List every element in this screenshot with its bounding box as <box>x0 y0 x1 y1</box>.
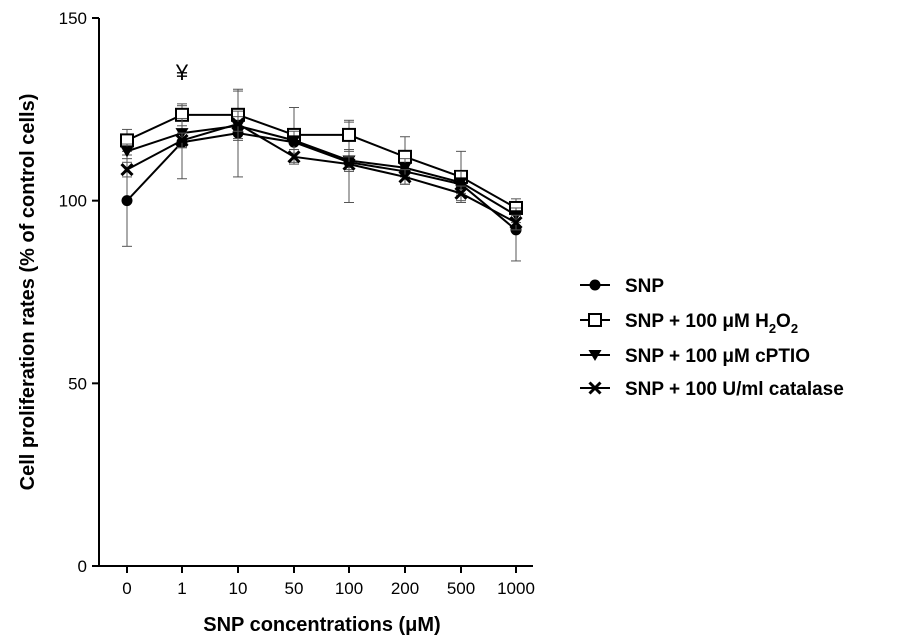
data-point <box>454 186 468 200</box>
x-tick-label: 1 <box>177 579 186 598</box>
legend-marker <box>580 313 610 327</box>
data-point <box>342 127 356 142</box>
marker-stroke <box>398 170 412 184</box>
marker-stroke <box>454 186 468 200</box>
data-point <box>120 163 134 177</box>
data-point <box>231 117 245 131</box>
series-snp-100-m-cptio <box>120 110 523 224</box>
data-point <box>287 135 301 147</box>
legend-marker <box>580 279 610 291</box>
y-tick-label: 50 <box>68 374 87 393</box>
x-tick-label: 1000 <box>497 579 535 598</box>
marker-shape <box>398 162 412 174</box>
data-point <box>175 133 189 147</box>
legend-label-catalase: SNP + 100 U/ml catalase <box>625 379 844 400</box>
x-tick-label: 50 <box>285 579 304 598</box>
legend-marker <box>580 350 610 361</box>
marker-shape <box>287 135 301 147</box>
x-tick-label: 100 <box>335 579 363 598</box>
marker-shape <box>589 279 601 291</box>
marker-shape <box>120 146 134 158</box>
marker-shape <box>454 177 468 189</box>
x-axis-title: SNP concentrations (μM) <box>203 614 440 636</box>
legend-item-catalase: SNP + 100 U/ml catalase <box>580 379 844 400</box>
marker-shape <box>121 195 133 207</box>
legend-symbol <box>588 381 602 395</box>
legend-label-cptio: SNP + 100 μM cPTIO <box>625 346 810 367</box>
marker-stroke <box>231 117 245 131</box>
marker-shape <box>588 350 602 361</box>
marker-stroke <box>342 157 356 171</box>
series-line <box>126 122 517 224</box>
marker-shape <box>342 127 356 142</box>
data-point <box>454 177 468 189</box>
data-point <box>398 162 412 174</box>
marker-stroke <box>120 163 134 177</box>
x-tick-label: 10 <box>229 579 248 598</box>
annotation-label: ¥ <box>175 60 189 85</box>
series-layer <box>120 88 523 262</box>
series-line <box>126 113 517 209</box>
data-point <box>287 150 301 164</box>
data-point <box>509 216 523 230</box>
series-line <box>126 124 517 217</box>
data-point <box>120 146 134 158</box>
marker-stroke <box>287 150 301 164</box>
legend-symbol <box>588 350 602 361</box>
x-tick-label: 500 <box>447 579 475 598</box>
x-tick-label: 0 <box>122 579 131 598</box>
y-axis-title: Cell proliferation rates (% of control c… <box>17 94 39 491</box>
legend-item-h2o2: SNP + 100 μM H2O2 <box>580 311 798 336</box>
legend-label-snp: SNP <box>625 276 664 297</box>
marker-stroke <box>175 133 189 147</box>
x-tick-label: 200 <box>391 579 419 598</box>
series-snp-100-u-ml-catalase <box>120 116 523 231</box>
marker-stroke <box>509 216 523 230</box>
marker-shape <box>588 313 602 327</box>
series-line <box>126 132 517 231</box>
data-point <box>121 195 133 207</box>
legend-marker <box>580 381 610 395</box>
data-point <box>342 157 356 171</box>
annotations: ¥ <box>175 60 189 85</box>
data-point <box>398 170 412 184</box>
y-tick-label: 150 <box>59 9 87 28</box>
y-tick-label: 100 <box>59 192 87 211</box>
marker-stroke <box>588 381 602 395</box>
legend-item-cptio: SNP + 100 μM cPTIO <box>580 346 810 367</box>
legend-item-snp: SNP <box>580 276 664 297</box>
y-tick-label: 0 <box>78 557 87 576</box>
legend-label-h2o2: SNP + 100 μM H2O2 <box>625 311 798 336</box>
legend: SNP SNP + 100 μM H2O2 SNP + 100 μM cPTIO… <box>580 276 844 400</box>
legend-symbol <box>588 313 602 327</box>
axes: 0 50 100 150 0 1 10 50 100 200 500 1000 <box>59 9 535 598</box>
legend-symbol <box>589 279 601 291</box>
